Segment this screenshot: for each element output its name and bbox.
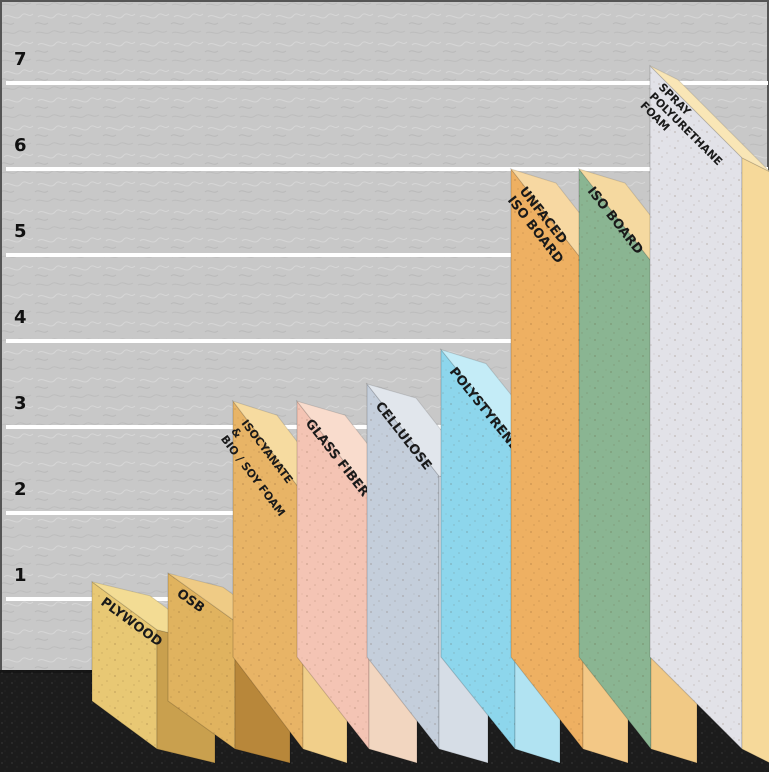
bar-top (649, 65, 769, 172)
bar: SPRAYPOLYURETHANEFOAM (637, 64, 769, 764)
y-tick-label: 4 (14, 307, 27, 328)
bar-face-texture (650, 65, 742, 750)
y-tick-label: 7 (14, 49, 27, 70)
y-tick-label: 6 (14, 135, 27, 156)
bar-face-texture (297, 401, 369, 749)
bar-face-texture (168, 573, 235, 749)
bar-face-texture (367, 384, 439, 749)
y-tick-label: 3 (14, 393, 27, 414)
bar-face-texture (511, 169, 583, 749)
bar-face-texture (579, 169, 651, 749)
bar-face-texture (233, 401, 303, 749)
y-tick-label: 1 (14, 565, 27, 586)
bar-face-texture (92, 581, 157, 749)
bar-face-texture (441, 349, 515, 749)
y-tick-label: 5 (14, 221, 27, 242)
y-tick-label: 2 (14, 479, 27, 500)
bar: PLYWOOD (91, 580, 216, 764)
y-tick-labels: 12345678 (14, 49, 27, 586)
bar-side (741, 156, 769, 764)
